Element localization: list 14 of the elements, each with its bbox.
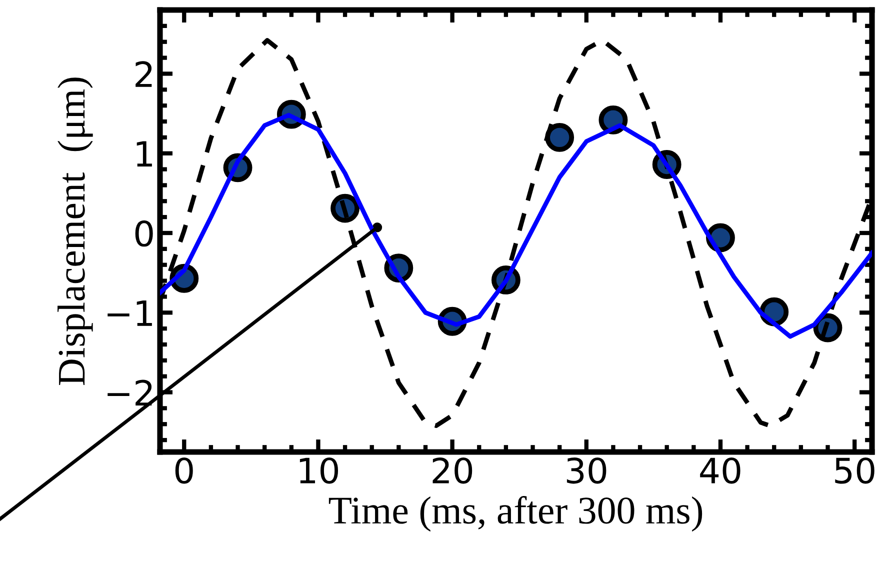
x-tick-label: 40 [700, 457, 740, 484]
x-tick-label: 0 [175, 457, 193, 484]
y-tick-label: 2 [136, 61, 152, 87]
point [545, 122, 574, 152]
y-axis-title: Displacement (μm) [58, 78, 93, 386]
x-tick-label: 10 [300, 457, 338, 484]
x-axis-title: Time (ms, after 300 ms) [328, 496, 702, 532]
y-tick-label: −1 [108, 300, 152, 326]
y-tick-label: 0 [135, 220, 153, 247]
x-tick-label: 20 [432, 457, 472, 484]
x-tick-label: 30 [566, 457, 606, 484]
x-tick-label: 50 [835, 457, 874, 484]
line-series [160, 112, 872, 339]
y-tick-label: 1 [136, 141, 152, 167]
